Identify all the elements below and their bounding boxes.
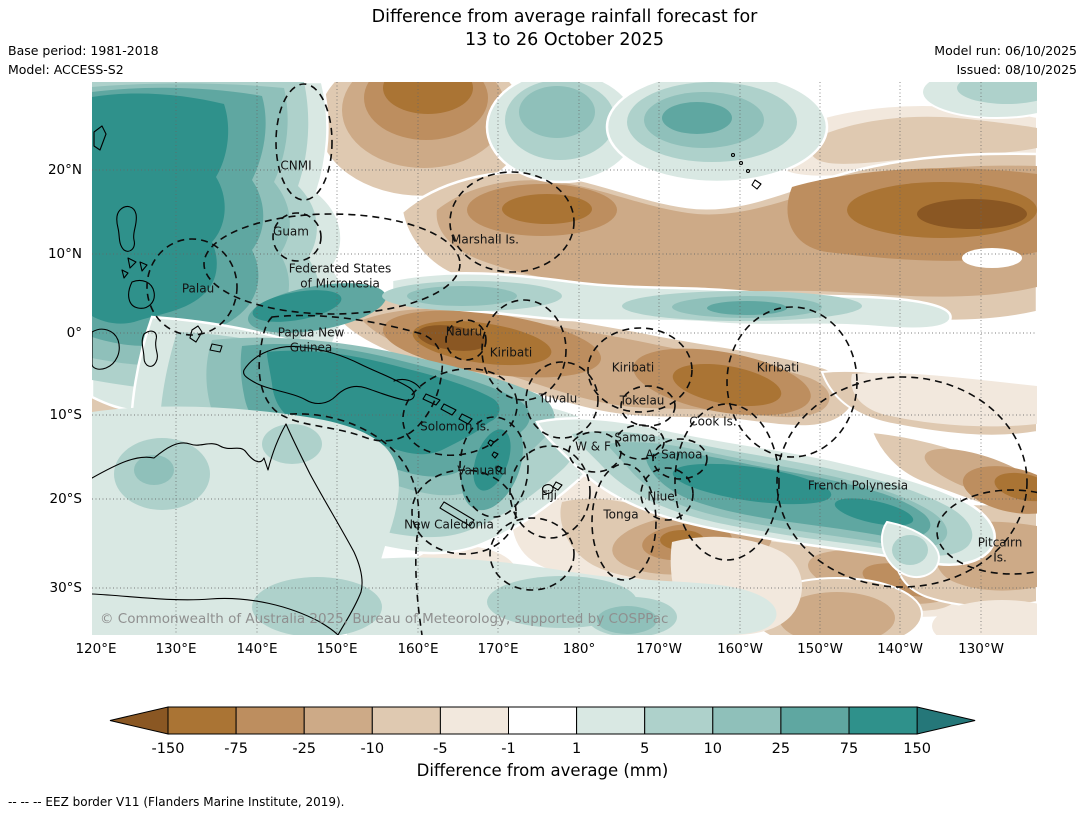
x-tick-140°E: 140°E [236, 641, 278, 657]
colorbar-tick--5: -5 [433, 741, 447, 757]
eez-footnote: -- -- -- EEZ border V11 (Flanders Marine… [8, 795, 345, 809]
y-tick-10°S: 10°S [49, 407, 83, 423]
colorbar-tick--1: -1 [501, 741, 515, 757]
colorbar-under-range-arrow [109, 706, 169, 735]
colorbar-segment-6 [576, 706, 646, 735]
run-metadata-left: Base period: 1981-2018 Model: ACCESS-S2 [8, 42, 159, 80]
colorbar-tick--10: -10 [360, 741, 384, 757]
colorbar-tick-75: 75 [840, 741, 858, 757]
eez-borders [146, 83, 1037, 635]
colorbar-tick-150: 150 [903, 741, 931, 757]
colorbar-segment-2 [303, 706, 373, 735]
x-tick-140°W: 140°W [877, 641, 923, 657]
x-tick-150°E: 150°E [316, 641, 358, 657]
rainfall-anomaly-map [92, 82, 1037, 635]
x-tick-150°W: 150°W [797, 641, 843, 657]
coastlines [92, 125, 762, 635]
colorbar-tick--25: -25 [292, 741, 316, 757]
copyright-note: © Commonwealth of Australia 2025, Bureau… [100, 611, 669, 627]
model-text: Model: ACCESS-S2 [8, 61, 124, 77]
colorbar-segment-1 [235, 706, 305, 735]
colorbar-segment-0 [167, 706, 237, 735]
x-tick-180°: 180° [562, 641, 596, 657]
colorbar-legend: -150 -75 -25 -10 -5 -1 1 5 10 25 75 150 [109, 706, 976, 757]
colorbar-segment-5 [508, 706, 578, 735]
base-period-text: Base period: 1981-2018 [8, 43, 159, 58]
y-tick-30°S: 30°S [49, 580, 83, 596]
anomaly-region-australia-wet-wash [92, 406, 777, 635]
colorbar-tick-1: 1 [572, 741, 581, 757]
anomaly-region-spcz-wet-band [535, 417, 996, 578]
page-title: Difference from average rainfall forecas… [92, 6, 1037, 52]
colorbar-tick-5: 5 [640, 741, 649, 757]
x-tick-170°E: 170°E [477, 641, 519, 657]
colorbar-tick-25: 25 [772, 741, 790, 757]
title-line-1: Difference from average rainfall forecas… [371, 7, 758, 27]
anomaly-region-north-central-wet-patches [485, 82, 1037, 184]
title-line-2: 13 to 26 October 2025 [465, 30, 664, 51]
y-tick-20°N: 20°N [47, 162, 82, 178]
x-tick-120°E: 120°E [75, 641, 117, 657]
colorbar-segment-10 [848, 706, 918, 735]
colorbar-segment-4 [439, 706, 509, 735]
colorbar-tick--75: -75 [224, 741, 248, 757]
anomaly-region-southeast-dry [751, 430, 1037, 635]
x-tick-130°E: 130°E [155, 641, 197, 657]
latitude-axis: 20°N 10°N 0° 10°S 20°S 30°S [0, 82, 86, 635]
colorbar-tick--150: -150 [152, 741, 185, 757]
x-tick-170°W: 170°W [636, 641, 682, 657]
colorbar-label: Difference from average (mm) [416, 761, 669, 780]
longitude-axis: 120°E 130°E 140°E 150°E 160°E 170°E 180° 170°W 1… [75, 641, 1037, 661]
colorbar-segment-8 [712, 706, 782, 735]
issued-text: Issued: 08/10/2025 [956, 61, 1078, 77]
graticule-gridlines [92, 82, 1037, 635]
anomaly-region-equatorial-dry-band [330, 295, 1037, 437]
colorbar-over-range-arrow [916, 706, 976, 735]
run-metadata-right: Model run: 06/10/2025 Issued: 08/10/2025 [934, 42, 1077, 80]
colorbar-segment-7 [644, 706, 714, 735]
x-tick-130°W: 130°W [958, 641, 1004, 657]
colorbar-segment-3 [371, 706, 441, 735]
anomaly-region-itcz-wet-band [382, 271, 952, 330]
x-tick-160°W: 160°W [717, 641, 763, 657]
y-tick-10°N: 10°N [47, 246, 82, 262]
y-tick-20°S: 20°S [49, 491, 83, 507]
x-tick-160°E: 160°E [397, 641, 439, 657]
y-tick-0°: 0° [66, 325, 82, 341]
anomaly-region-north-pacific-dry-band [315, 82, 1037, 323]
map-canvas: CNMI Guam Marshall Is. Federated States of … [92, 82, 1037, 635]
model-run-text: Model run: 06/10/2025 [934, 43, 1077, 58]
colorbar-tick-10: 10 [704, 741, 722, 757]
colorbar-segment-9 [780, 706, 850, 735]
